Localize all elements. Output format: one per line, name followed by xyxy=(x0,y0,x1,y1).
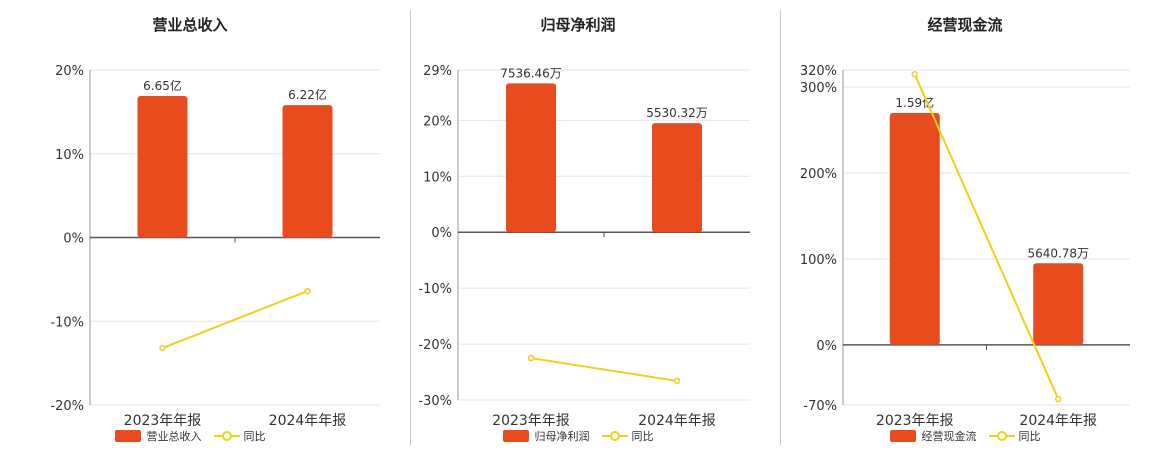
bar xyxy=(282,105,333,238)
revenue-chart: 20% 10% 0% -10% -20% 6.65亿 6.22亿 2023年年报 2024年年报 xyxy=(50,64,380,429)
bar xyxy=(1033,263,1084,345)
revenue-chart-panel: 营业总收入 20% 10% 0% -10% -20% 6.65亿 6.22亿 2023年年报 2… xyxy=(0,0,380,450)
y-tick-label: 100% xyxy=(800,253,837,268)
y-tick-label: 200% xyxy=(800,167,837,182)
y-tick-label: 20% xyxy=(423,114,452,129)
legend-bar-swatch xyxy=(502,430,529,442)
net-profit-chart-panel: 归母净利润 29% 20% 10% 0% -10% -20% -30% 7536.46万 553… xyxy=(388,0,768,450)
yoy-point xyxy=(159,344,166,352)
bar xyxy=(652,123,702,233)
x-tick-label: 2024年年报 xyxy=(269,413,347,429)
bar xyxy=(889,112,940,345)
y-tick-label: 10% xyxy=(55,148,84,163)
yoy-point xyxy=(673,377,681,385)
yoy-line xyxy=(162,290,308,349)
legend-line-label: 同比 xyxy=(631,430,654,443)
chart-title: 营业总收入 xyxy=(152,16,228,34)
legend-line-swatch xyxy=(988,430,1015,442)
bar-value-label: 1.59亿 xyxy=(895,95,934,110)
chart-legend: 归母净利润 同比 xyxy=(388,428,768,444)
legend-bar-label: 归母净利润 xyxy=(534,430,590,443)
y-tick-label: -30% xyxy=(418,394,452,409)
panel-divider xyxy=(780,10,781,445)
cash-flow-chart: 320% 300% 200% 100% 0% -70% 1.59亿 5640.78万 2023年… xyxy=(800,64,1130,429)
legend-bar-swatch xyxy=(114,430,141,442)
y-tick-label: 20% xyxy=(55,64,84,79)
chart-title: 经营现金流 xyxy=(927,16,1003,34)
legend-bar-swatch xyxy=(889,430,916,442)
y-tick-label: -20% xyxy=(418,338,452,353)
cash-flow-chart-panel: 经营现金流 320% 300% 200% 100% 0% -70% 1.59亿 5640.78… xyxy=(775,0,1155,450)
legend-line-swatch xyxy=(601,430,628,442)
x-tick-label: 2023年年报 xyxy=(876,413,954,429)
net-profit-chart: 29% 20% 10% 0% -10% -20% -30% 7536.46万 5530.32万 2… xyxy=(418,64,750,429)
y-tick-label: 10% xyxy=(423,170,452,185)
y-tick-label: 300% xyxy=(800,81,837,96)
chart-legend: 营业总收入 同比 xyxy=(0,428,380,444)
y-tick-label: 29% xyxy=(423,64,452,79)
x-tick-label: 2024年年报 xyxy=(638,413,716,429)
legend-line-label: 同比 xyxy=(243,430,266,443)
yoy-point xyxy=(911,71,918,78)
legend-line-label: 同比 xyxy=(1018,430,1041,443)
legend-bar-label: 经营现金流 xyxy=(921,430,977,443)
yoy-point xyxy=(1055,395,1062,403)
yoy-line xyxy=(530,357,678,382)
y-tick-label: -70% xyxy=(803,399,837,414)
x-tick-label: 2023年年报 xyxy=(492,413,570,429)
y-tick-label: 0% xyxy=(431,226,452,241)
legend-bar-label: 营业总收入 xyxy=(146,430,202,443)
bar xyxy=(506,83,556,233)
y-tick-label: 0% xyxy=(63,232,84,247)
yoy-line xyxy=(913,73,1060,400)
bar-value-label: 5530.32万 xyxy=(646,106,708,120)
y-tick-label: 320% xyxy=(800,64,837,79)
y-tick-label: -10% xyxy=(418,282,452,297)
bar-value-label: 6.22亿 xyxy=(288,87,327,102)
x-tick-label: 2024年年报 xyxy=(1019,413,1097,429)
yoy-point xyxy=(527,354,535,362)
y-tick-label: 0% xyxy=(816,339,837,354)
x-tick-label: 2023年年报 xyxy=(124,413,202,429)
y-tick-label: -10% xyxy=(50,315,84,330)
panel-divider xyxy=(410,10,411,445)
chart-legend: 经营现金流 同比 xyxy=(775,428,1155,444)
y-tick-label: -20% xyxy=(50,399,84,414)
chart-title: 归母净利润 xyxy=(540,16,616,34)
bar-value-label: 5640.78万 xyxy=(1027,246,1089,260)
bar xyxy=(137,95,188,238)
yoy-point xyxy=(304,287,311,295)
legend-line-swatch xyxy=(213,430,240,442)
bar-value-label: 7536.46万 xyxy=(500,66,562,80)
bar-value-label: 6.65亿 xyxy=(143,78,182,93)
